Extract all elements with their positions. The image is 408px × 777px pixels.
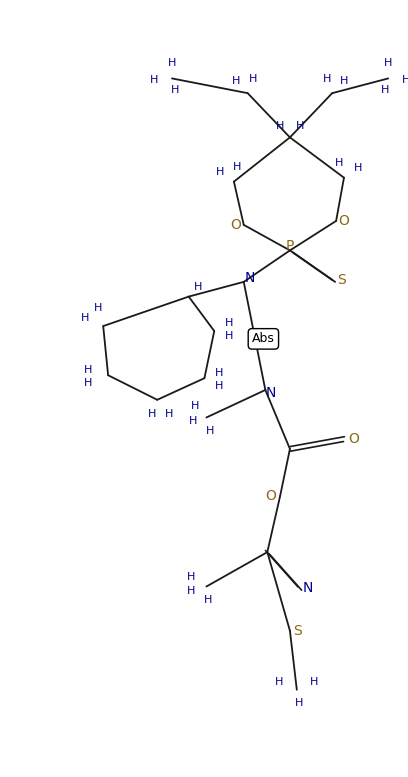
- Text: H: H: [215, 368, 223, 378]
- Text: S: S: [293, 624, 302, 638]
- Text: H: H: [168, 57, 176, 68]
- Text: H: H: [402, 75, 408, 85]
- Text: H: H: [233, 162, 241, 172]
- Text: H: H: [84, 378, 93, 388]
- Text: P: P: [286, 239, 294, 253]
- Text: H: H: [295, 699, 303, 709]
- Text: H: H: [248, 75, 257, 85]
- Text: N: N: [266, 386, 277, 400]
- Text: H: H: [194, 282, 203, 292]
- Text: H: H: [384, 57, 392, 68]
- Text: H: H: [81, 313, 90, 323]
- Text: H: H: [225, 331, 233, 341]
- Text: O: O: [348, 432, 359, 446]
- Text: O: O: [231, 218, 241, 232]
- Text: H: H: [216, 167, 224, 177]
- Text: O: O: [265, 489, 276, 503]
- Text: H: H: [165, 409, 173, 419]
- Text: H: H: [381, 85, 390, 96]
- Text: H: H: [340, 76, 348, 86]
- Text: H: H: [84, 365, 93, 375]
- Text: H: H: [295, 120, 304, 131]
- Text: H: H: [215, 381, 223, 391]
- Text: H: H: [335, 158, 343, 168]
- Text: H: H: [204, 595, 213, 605]
- Text: H: H: [186, 587, 195, 597]
- Text: H: H: [188, 416, 197, 427]
- Text: H: H: [186, 572, 195, 582]
- Text: H: H: [150, 75, 158, 85]
- Text: H: H: [275, 677, 283, 687]
- Text: O: O: [339, 214, 349, 228]
- Text: H: H: [232, 76, 240, 86]
- Text: N: N: [244, 271, 255, 285]
- Text: H: H: [148, 409, 157, 419]
- Text: H: H: [225, 318, 233, 328]
- Text: N: N: [302, 581, 313, 595]
- Text: S: S: [337, 273, 346, 287]
- Text: Abs: Abs: [252, 333, 275, 345]
- Text: H: H: [206, 427, 215, 436]
- Text: H: H: [191, 401, 199, 411]
- Text: H: H: [354, 163, 362, 172]
- Text: H: H: [310, 677, 319, 687]
- Text: H: H: [94, 303, 102, 313]
- Text: H: H: [276, 120, 284, 131]
- Text: H: H: [171, 85, 179, 96]
- Text: H: H: [323, 75, 331, 85]
